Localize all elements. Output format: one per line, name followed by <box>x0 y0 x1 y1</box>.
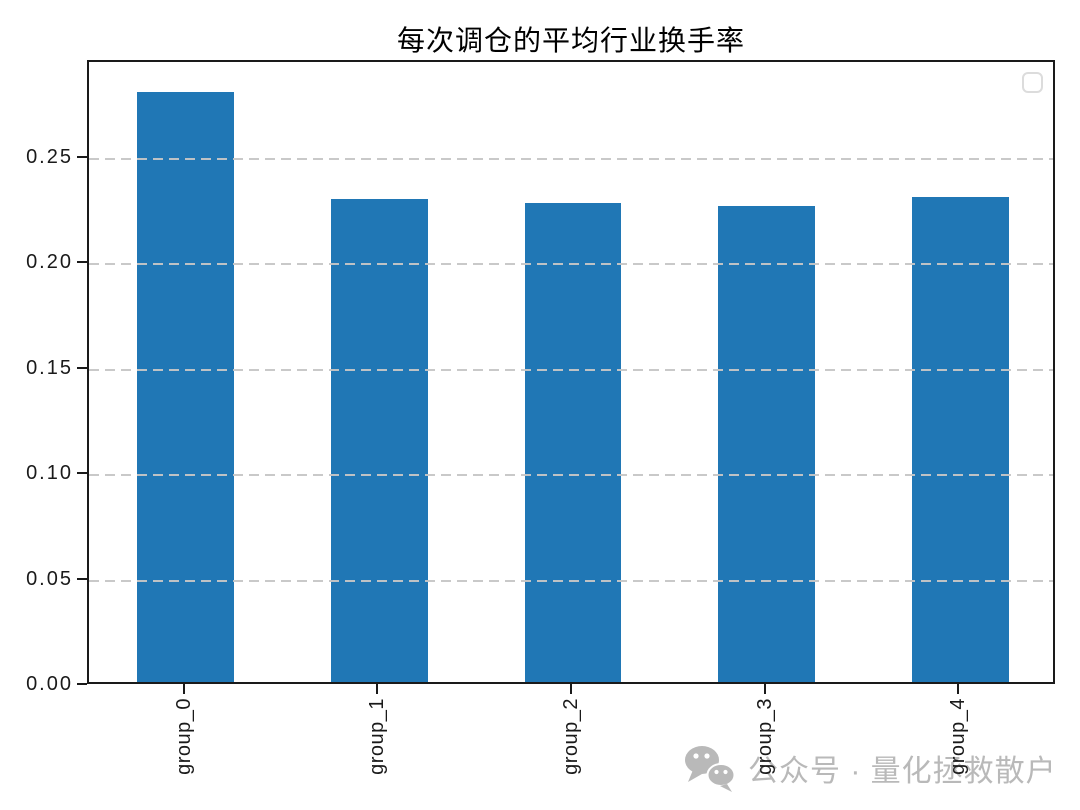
x-tick-label-group_4: group_4 <box>947 698 970 775</box>
x-tick-group_1 <box>376 684 379 694</box>
x-tick-group_2 <box>570 684 572 694</box>
y-tick-0.25 <box>77 155 87 158</box>
y-tick-label-0.25: 0.25 <box>26 145 73 168</box>
gridline-0.20 <box>89 263 1053 266</box>
bar-group_4 <box>911 197 1009 682</box>
watermark-text: 公众号 · 量化拯救散户 <box>748 755 1057 788</box>
x-tick-label-group_0: group_0 <box>172 698 195 775</box>
gridline-0.25 <box>89 157 1053 160</box>
x-tick-label-group_3: group_3 <box>753 698 776 775</box>
y-tick-label-0.05: 0.05 <box>26 567 73 590</box>
gridline-0.15 <box>89 368 1053 371</box>
bar-group_0 <box>137 91 235 682</box>
chart-title: 每次调仓的平均行业换手率 <box>396 25 745 56</box>
y-tick-label-0.00: 0.00 <box>26 673 73 695</box>
bar-group_2 <box>524 203 622 682</box>
x-tick-label-group_2: group_2 <box>560 698 582 775</box>
y-tick-label-0.10: 0.10 <box>26 462 73 485</box>
watermark: 公众号 · 量化拯救散户 <box>682 742 1057 794</box>
gridline-0.05 <box>89 579 1053 582</box>
wechat-icon <box>685 746 736 792</box>
y-tick-label-0.15: 0.15 <box>26 356 73 379</box>
y-tick-0.20 <box>77 261 87 264</box>
y-tick-0.15 <box>77 366 87 369</box>
y-tick-0.10 <box>77 472 87 475</box>
x-tick-label-group_1: group_1 <box>366 698 389 775</box>
y-tick-0.00 <box>77 683 87 685</box>
y-tick-label-0.20: 0.20 <box>26 251 73 274</box>
bar-group_3 <box>718 205 815 682</box>
gridline-0.10 <box>89 474 1053 477</box>
x-tick-group_3 <box>763 684 766 694</box>
x-tick-group_4 <box>957 684 960 694</box>
bar-group_1 <box>331 199 428 682</box>
y-tick-0.05 <box>77 577 87 580</box>
legend-box <box>1022 72 1043 93</box>
x-tick-group_0 <box>182 684 185 694</box>
plot-area <box>87 60 1055 684</box>
